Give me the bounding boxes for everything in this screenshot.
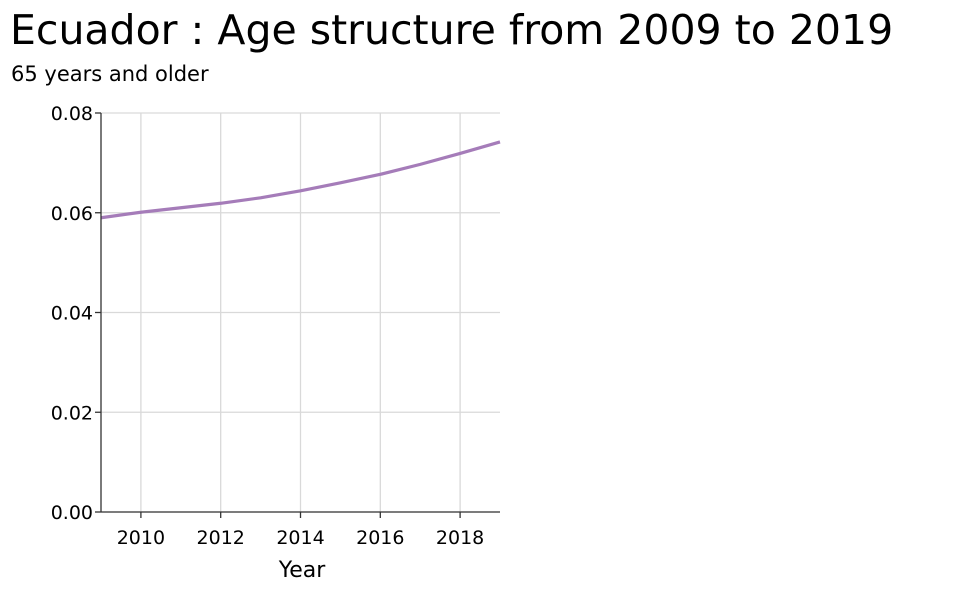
y-tick-label: 0.04 xyxy=(51,303,93,325)
y-tick-label: 0.06 xyxy=(51,203,93,225)
series-line xyxy=(100,140,501,220)
x-axis-title: Year xyxy=(278,558,327,583)
chart-subtitle: 65 years and older xyxy=(11,62,209,86)
x-tick-label: 2012 xyxy=(197,527,245,549)
axes xyxy=(95,112,500,518)
gridlines xyxy=(101,112,500,513)
tick-labels: 2010 2012 2014 2016 2018 0.00 0.02 0.04 0.06 0.08 xyxy=(51,103,485,549)
y-tick-label: 0.02 xyxy=(51,402,93,424)
x-tick-label: 2018 xyxy=(436,527,484,549)
x-tick-label: 2010 xyxy=(117,527,165,549)
chart-title: Ecuador : Age structure from 2009 to 201… xyxy=(10,6,894,54)
y-tick-label: 0.00 xyxy=(51,502,93,524)
y-tick-label: 0.08 xyxy=(51,103,93,125)
x-tick-label: 2016 xyxy=(356,527,404,549)
series-group xyxy=(100,140,501,220)
x-tick-label: 2014 xyxy=(276,527,324,549)
